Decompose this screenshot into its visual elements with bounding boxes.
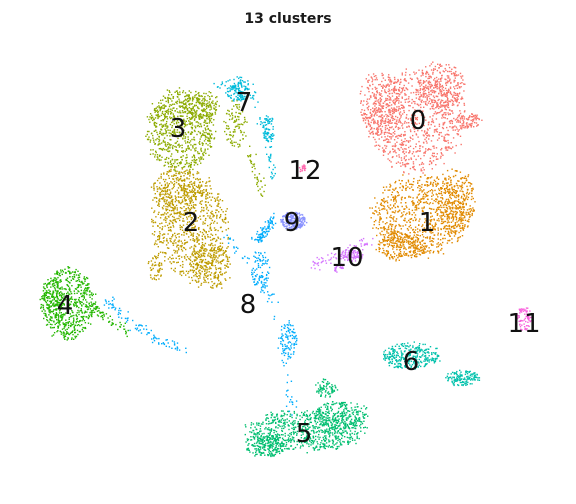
cluster-points-7 [225, 82, 275, 143]
cluster-label-6: 6 [403, 347, 420, 377]
cluster-points-12 [298, 164, 307, 173]
cluster-points-6 [383, 341, 481, 387]
cluster-label-0: 0 [410, 106, 427, 136]
cluster-points-1 [369, 168, 476, 262]
cluster-label-3: 3 [170, 114, 187, 144]
cluster-points-2 [147, 166, 231, 289]
cluster-label-8: 8 [240, 290, 257, 320]
cluster-label-5: 5 [296, 419, 313, 449]
cluster-points-0 [359, 61, 483, 175]
cluster-points-3 [145, 87, 248, 174]
cluster-label-11: 11 [507, 309, 540, 339]
cluster-label-2: 2 [183, 208, 200, 238]
cluster-points-8 [251, 251, 298, 360]
cluster-points-9 [280, 211, 308, 230]
cluster-points-5 [244, 378, 369, 458]
cluster-label-9: 9 [284, 208, 301, 238]
cluster-label-7: 7 [236, 88, 253, 118]
cluster-points-11 [515, 307, 532, 331]
points-layer [39, 61, 532, 458]
cluster-label-10: 10 [330, 243, 363, 273]
cluster-label-1: 1 [419, 208, 436, 238]
cluster-points-4 [39, 266, 97, 341]
chart-title: 13 clusters [244, 11, 331, 27]
cluster-label-12: 12 [288, 156, 321, 186]
cluster-label-4: 4 [57, 291, 74, 321]
